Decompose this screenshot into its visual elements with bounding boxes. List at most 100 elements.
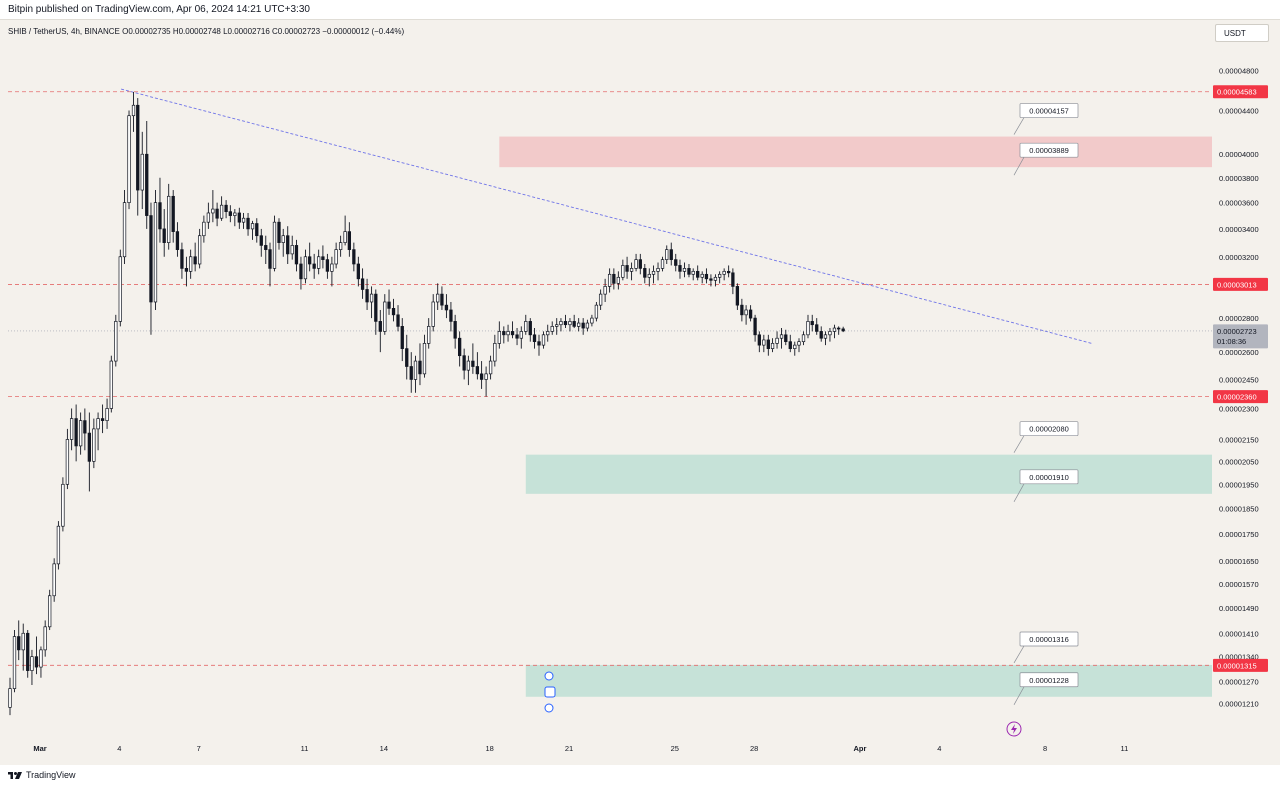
candle[interactable] xyxy=(682,262,687,278)
candle[interactable] xyxy=(515,328,519,346)
candle[interactable] xyxy=(462,348,466,380)
candle[interactable] xyxy=(484,366,488,397)
candle[interactable] xyxy=(537,334,541,356)
candle[interactable] xyxy=(8,677,12,716)
candle[interactable] xyxy=(206,202,211,229)
drag-handle[interactable] xyxy=(544,686,556,698)
drag-handle[interactable] xyxy=(544,671,554,681)
candle[interactable] xyxy=(343,215,347,246)
candle[interactable] xyxy=(96,412,100,451)
candle[interactable] xyxy=(488,355,493,380)
candle[interactable] xyxy=(691,268,695,281)
candle[interactable] xyxy=(255,218,259,243)
candle[interactable] xyxy=(26,630,30,678)
tradingview-logo[interactable]: TradingView xyxy=(8,767,76,783)
candle[interactable] xyxy=(69,408,74,451)
candle[interactable] xyxy=(678,259,682,279)
candle[interactable] xyxy=(466,355,471,386)
candle[interactable] xyxy=(365,278,369,310)
zone-top-callout[interactable]: 0.00002080 xyxy=(1013,421,1079,453)
candle[interactable] xyxy=(391,298,396,322)
candle[interactable] xyxy=(815,318,819,335)
candle[interactable] xyxy=(651,265,656,284)
candle[interactable] xyxy=(837,326,841,335)
candle[interactable] xyxy=(83,408,87,451)
candle[interactable] xyxy=(519,326,523,349)
candle[interactable] xyxy=(334,242,338,269)
candle[interactable] xyxy=(638,253,642,275)
candle[interactable] xyxy=(400,318,404,362)
currency-button[interactable]: USDT xyxy=(1215,24,1269,42)
candle[interactable] xyxy=(39,646,43,678)
candle[interactable] xyxy=(61,477,65,532)
candle[interactable] xyxy=(590,314,594,327)
candle[interactable] xyxy=(779,328,784,349)
candle[interactable] xyxy=(34,636,39,675)
chart-area[interactable]: 0.00004157 0.00003889 0.00002080 0.00001910… xyxy=(0,20,1280,765)
zone-top-callout[interactable]: 0.00004157 xyxy=(1013,103,1079,135)
candle[interactable] xyxy=(616,271,620,290)
candle[interactable] xyxy=(594,301,599,322)
candle[interactable] xyxy=(338,235,343,257)
candle[interactable] xyxy=(744,305,748,325)
candle[interactable] xyxy=(330,256,334,287)
candle[interactable] xyxy=(524,314,528,335)
candle[interactable] xyxy=(294,239,299,272)
candle[interactable] xyxy=(277,218,281,250)
candle[interactable] xyxy=(704,268,709,284)
candle[interactable] xyxy=(233,209,237,227)
candle[interactable] xyxy=(810,314,814,332)
candle[interactable] xyxy=(131,92,136,132)
candle[interactable] xyxy=(167,183,171,250)
candle[interactable] xyxy=(48,589,52,631)
candle[interactable] xyxy=(726,265,731,278)
support-zone-2[interactable] xyxy=(525,664,1212,697)
candle[interactable] xyxy=(568,318,572,332)
candle[interactable] xyxy=(352,242,356,272)
candle[interactable] xyxy=(735,283,740,310)
candle[interactable] xyxy=(643,263,647,284)
candle[interactable] xyxy=(162,209,166,257)
candle[interactable] xyxy=(603,278,607,302)
candle[interactable] xyxy=(56,521,61,570)
candle[interactable] xyxy=(374,289,378,335)
candle[interactable] xyxy=(841,326,845,333)
candle[interactable] xyxy=(78,412,83,455)
candle[interactable] xyxy=(656,262,660,281)
candle[interactable] xyxy=(347,222,352,257)
candle[interactable] xyxy=(612,268,616,290)
candle[interactable] xyxy=(427,318,431,349)
candle[interactable] xyxy=(828,328,832,342)
support-zone-1[interactable] xyxy=(525,454,1212,494)
candle[interactable] xyxy=(122,190,127,264)
candle[interactable] xyxy=(709,274,713,287)
candle[interactable] xyxy=(687,263,691,278)
candle[interactable] xyxy=(52,558,56,602)
candle[interactable] xyxy=(180,242,184,279)
candle[interactable] xyxy=(506,324,510,342)
zone-top-callout[interactable]: 0.00001316 xyxy=(1013,631,1079,664)
candle[interactable] xyxy=(634,253,638,272)
candle[interactable] xyxy=(819,326,823,342)
candle[interactable] xyxy=(193,242,197,272)
candle[interactable] xyxy=(325,253,330,279)
candle[interactable] xyxy=(12,630,17,693)
candle[interactable] xyxy=(17,620,21,661)
candle[interactable] xyxy=(268,242,272,287)
candle[interactable] xyxy=(74,404,78,462)
candle[interactable] xyxy=(422,334,427,378)
candle[interactable] xyxy=(440,286,444,310)
candle[interactable] xyxy=(713,274,718,287)
candle[interactable] xyxy=(793,341,797,356)
candle[interactable] xyxy=(696,265,700,281)
candle[interactable] xyxy=(700,271,704,284)
candle[interactable] xyxy=(127,110,131,210)
candle[interactable] xyxy=(100,404,105,434)
candle[interactable] xyxy=(246,212,250,236)
candle[interactable] xyxy=(766,334,770,356)
candle[interactable] xyxy=(259,228,263,257)
price-chart[interactable]: 0.00004157 0.00003889 0.00002080 0.00001910… xyxy=(0,20,1280,765)
candle[interactable] xyxy=(317,249,321,275)
candle[interactable] xyxy=(563,314,568,329)
candle[interactable] xyxy=(788,334,792,353)
